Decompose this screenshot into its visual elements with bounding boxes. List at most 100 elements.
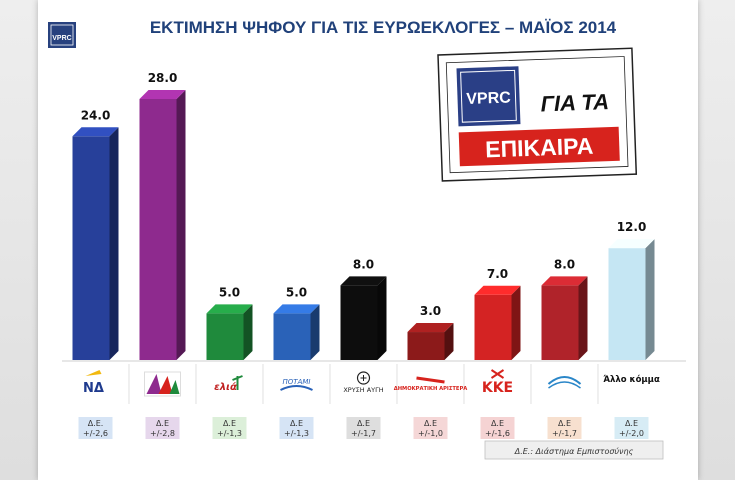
party-logo-text-3: ελιά (214, 381, 237, 393)
chart-title: ΕΚΤΙΜΗΣΗ ΨΗΦΟΥ ΓΙΑ ΤΙΣ ΕΥΡΩΕΚΛΟΓΕΣ – ΜΑΪ… (150, 18, 617, 37)
chart-panel: VPRC ΕΚΤΙΜΗΣΗ ΨΗΦΟΥ ΓΙΑ ΤΙΣ ΕΥΡΩΕΚΛΟΓΕΣ … (38, 0, 698, 480)
bar-side-8 (578, 276, 588, 360)
bar-front-3 (206, 313, 244, 360)
value-label-5: 8.0 (353, 257, 374, 271)
stamp-line2: ΕΠΙΚΑΙΡΑ (485, 133, 594, 163)
bar-top-5 (340, 276, 387, 286)
party-logo-text-5: ΧΡΥΣΗ ΑΥΓΗ (343, 386, 383, 394)
ci-box-bg-1 (78, 417, 113, 439)
ci-value-3: +/-1,3 (217, 429, 242, 438)
ci-box-2: Δ.Ε+/-2,8 (145, 417, 180, 439)
party-logo-7: ΚΚΕ (482, 369, 513, 396)
party-logo-5: ΧΡΥΣΗ ΑΥΓΗ (343, 371, 384, 394)
party-logo-8 (547, 376, 582, 389)
ci-box-6: Δ.Ε+/-1,0 (413, 417, 448, 439)
ci-box-bg-7 (480, 417, 515, 439)
bar-side-3 (243, 304, 253, 360)
ci-label-5: Δ.Ε (357, 419, 370, 428)
ci-box-bg-5 (346, 417, 381, 439)
bar-5 (340, 276, 387, 360)
bar-side-7 (511, 285, 521, 360)
confidence-interval-group: Δ.Ε.+/-2,6Δ.Ε+/-2,8Δ.Ε+/-1,3Δ.Ε+/-1,3Δ.Ε… (78, 417, 649, 439)
bar-side-5 (377, 276, 387, 360)
value-labels-group: 24.0 28.0 5.0 5.0 8.0 3.0 7.0 8.0 12.0 (81, 71, 647, 318)
value-label-8: 8.0 (554, 257, 575, 271)
bar-top-7 (474, 285, 521, 295)
bar-top-1 (72, 127, 119, 137)
party-logo-4: ΠΟΤΑΜΙ (280, 378, 313, 391)
ci-box-bg-6 (413, 417, 448, 439)
ci-box-4: Δ.Ε+/-1,3 (279, 417, 314, 439)
bar-front-6 (407, 332, 445, 360)
vprc-corner-logo-text: VPRC (52, 35, 71, 42)
epikaira-stamp: VPRC ΓΙΑ ΤΑ ΕΠΙΚΑΙΡΑ (437, 47, 638, 182)
bar-front-8 (541, 285, 579, 360)
bar-side-6 (444, 323, 454, 360)
ci-box-5: Δ.Ε+/-1,7 (346, 417, 381, 439)
ci-box-bg-3 (212, 417, 247, 439)
ci-label-3: Δ.Ε (223, 419, 236, 428)
ci-box-8: Δ.Ε+/-1,7 (547, 417, 582, 439)
bar-side-2 (176, 90, 186, 360)
party-logo-2 (144, 371, 181, 397)
confidence-note-text: Δ.Ε.: Διάστημα Εμπιστοσύνης (514, 447, 634, 456)
bar-top-9 (608, 239, 655, 249)
ci-box-bg-9 (614, 417, 649, 439)
ci-label-9: Δ.Ε (625, 419, 638, 428)
bar-front-9 (608, 248, 646, 360)
ci-box-bg-4 (279, 417, 314, 439)
bar-8 (541, 276, 588, 360)
ci-box-bg-8 (547, 417, 582, 439)
party-logo-text-4: ΠΟΤΑΜΙ (283, 378, 311, 386)
bar-front-7 (474, 294, 512, 360)
bar-chart: VPRC ΕΚΤΙΜΗΣΗ ΨΗΦΟΥ ΓΙΑ ΤΙΣ ΕΥΡΩΕΚΛΟΓΕΣ … (48, 18, 686, 460)
bar-front-1 (72, 136, 110, 360)
party-logo-6: ΔΗΜΟΚΡΑΤΙΚΗ ΑΡΙΣΤΕΡΑ (394, 376, 468, 392)
bar-top-8 (541, 276, 588, 286)
party-logo-1: ΝΔ (83, 370, 104, 396)
ci-box-bg-2 (145, 417, 180, 439)
ci-label-8: Δ.Ε (558, 419, 571, 428)
value-label-1: 24.0 (81, 108, 111, 122)
bar-6 (407, 323, 454, 360)
bar-3 (206, 304, 253, 360)
ci-label-6: Δ.Ε (424, 419, 437, 428)
value-label-2: 28.0 (148, 71, 178, 85)
category-separators (128, 364, 599, 404)
value-label-9: 12.0 (617, 220, 647, 234)
stamp-logo-text: VPRC (466, 89, 511, 108)
ci-value-6: +/-1,0 (418, 429, 443, 438)
stamp-red-band (458, 126, 620, 167)
bar-side-4 (310, 304, 320, 360)
ci-label-4: Δ.Ε (290, 419, 303, 428)
bar-2 (139, 90, 186, 360)
value-label-4: 5.0 (286, 285, 307, 299)
bar-top-6 (407, 323, 454, 333)
bar-top-2 (139, 90, 186, 99)
ci-box-1: Δ.Ε.+/-2,6 (78, 417, 113, 439)
bar-top-4 (273, 304, 320, 314)
bar-side-9 (645, 239, 655, 360)
ci-box-7: Δ.Ε+/-1,6 (480, 417, 515, 439)
party-logo-text-1: ΝΔ (83, 381, 104, 396)
ci-box-3: Δ.Ε+/-1,3 (212, 417, 247, 439)
ci-value-2: +/-2,8 (150, 429, 175, 438)
ci-box-9: Δ.Ε+/-2,0 (614, 417, 649, 439)
ci-label-7: Δ.Ε (491, 419, 504, 428)
stamp-logo-box (456, 66, 521, 127)
bar-side-1 (109, 127, 119, 361)
bar-4 (273, 304, 320, 360)
party-logo-text-6: ΔΗΜΟΚΡΑΤΙΚΗ ΑΡΙΣΤΕΡΑ (394, 386, 468, 392)
ci-value-1: +/-2,6 (83, 429, 108, 438)
bar-front-2 (139, 99, 177, 360)
value-label-3: 5.0 (219, 285, 240, 299)
party-logo-text-7: ΚΚΕ (482, 380, 513, 396)
bar-7 (474, 285, 521, 360)
ci-label-2: Δ.Ε (156, 419, 169, 428)
ci-value-4: +/-1,3 (284, 429, 309, 438)
ci-value-9: +/-2,0 (619, 429, 644, 438)
party-logo-3: ελιά (214, 375, 243, 393)
stamp-line1: ΓΙΑ ΤΑ (540, 89, 609, 116)
vprc-corner-logo: VPRC (48, 22, 76, 48)
value-label-6: 3.0 (420, 304, 441, 318)
